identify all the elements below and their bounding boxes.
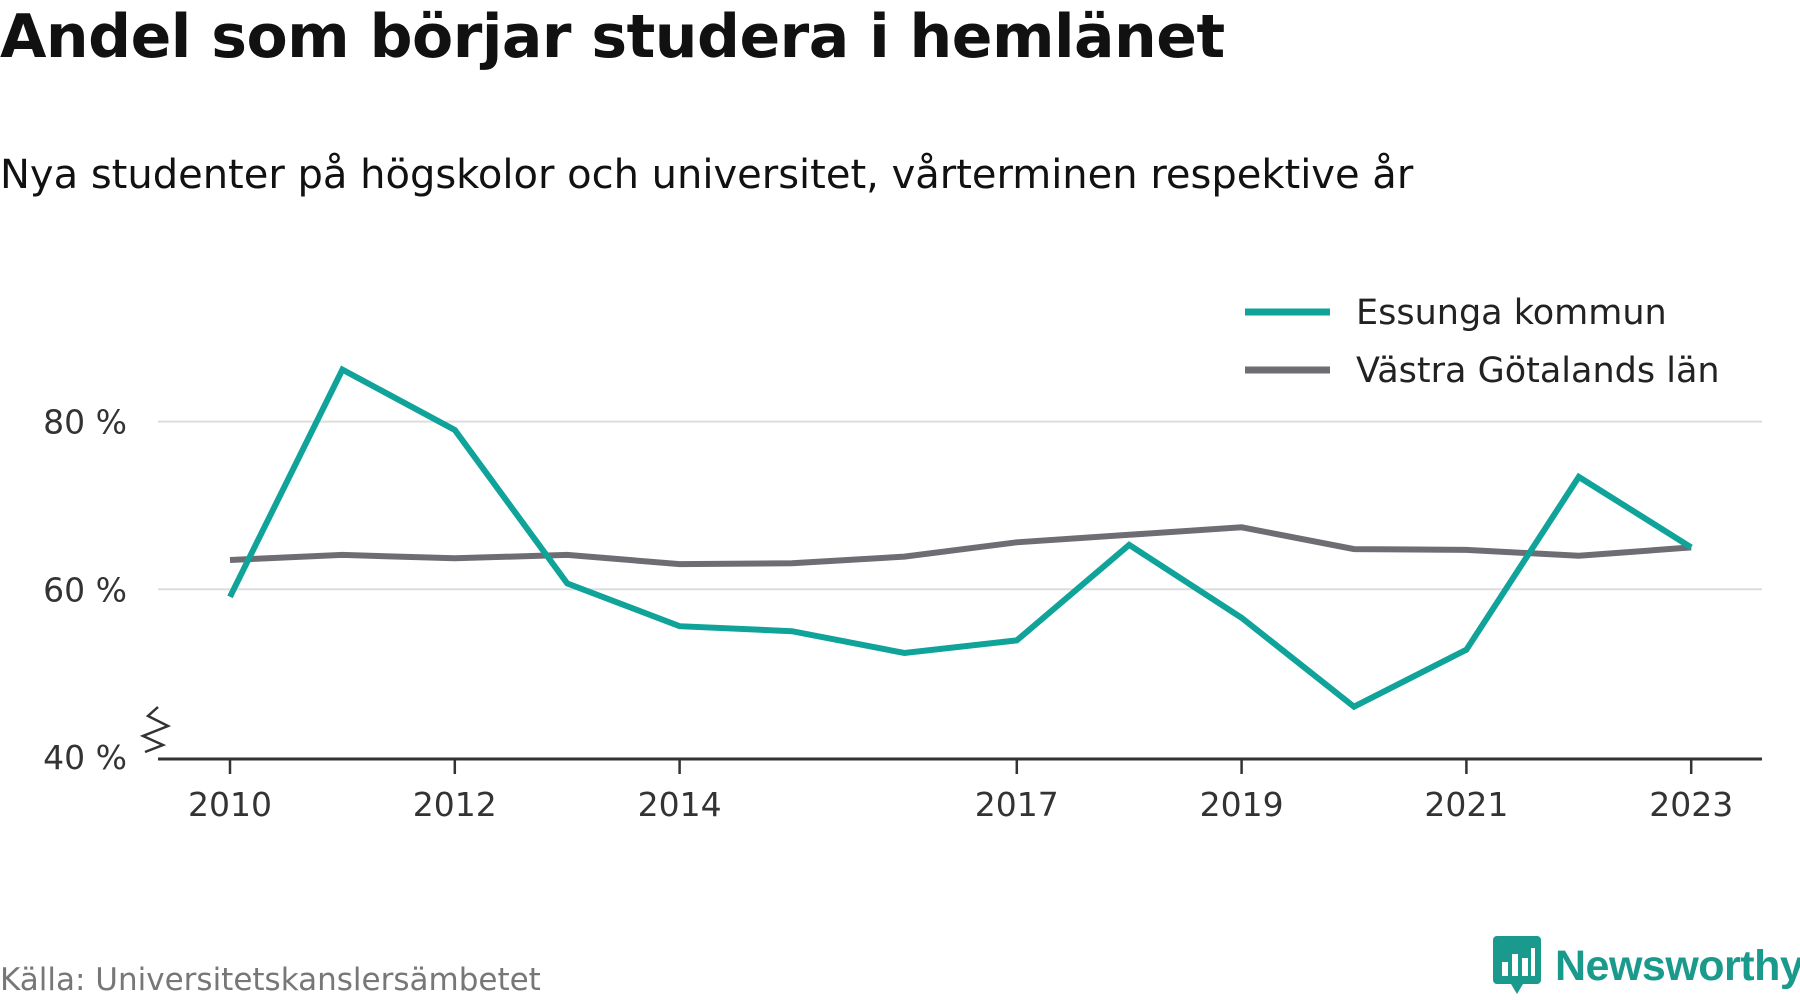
x-tick-label: 2021: [1424, 785, 1508, 824]
series-line-essunga-kommun: [227, 365, 1693, 711]
chart-title: Andel som börjar studera i hemlänet: [0, 2, 1225, 72]
legend-label: Västra Götalands län: [1356, 351, 1720, 391]
series-line-vastra-gotalands-lan: [229, 524, 1692, 568]
x-tick-label: 2019: [1200, 785, 1284, 824]
x-tick-label: 2010: [188, 785, 272, 824]
x-tick-label: 2012: [413, 785, 497, 824]
x-tick-label: 2014: [638, 785, 722, 824]
axis-break-marker: [139, 706, 172, 754]
grid-lines: [158, 420, 1762, 591]
x-tick-label: 2017: [975, 785, 1059, 824]
x-tick-label: 2023: [1649, 785, 1733, 824]
chart-subtitle: Nya studenter på högskolor och universit…: [0, 152, 1414, 198]
legend-label: Essunga kommun: [1356, 293, 1667, 333]
y-tick-label: 80 %: [43, 403, 127, 442]
y-tick-label: 60 %: [43, 570, 127, 609]
brand-logo: Newsworthy: [1493, 936, 1800, 996]
source-note: Källa: Universitetskanslersämbetet: [0, 962, 541, 998]
legend: Essunga kommun Västra Götalands län: [1245, 293, 1720, 391]
axes: 40 % 60 % 80 % 2010 2012 2014 2017 2019 2021 2023: [43, 403, 1762, 824]
newsworthy-logo-icon: [1493, 936, 1541, 994]
y-tick-label: 40 %: [43, 738, 127, 777]
series-lines: [227, 365, 1693, 711]
brand-name: Newsworthy: [1555, 941, 1800, 990]
